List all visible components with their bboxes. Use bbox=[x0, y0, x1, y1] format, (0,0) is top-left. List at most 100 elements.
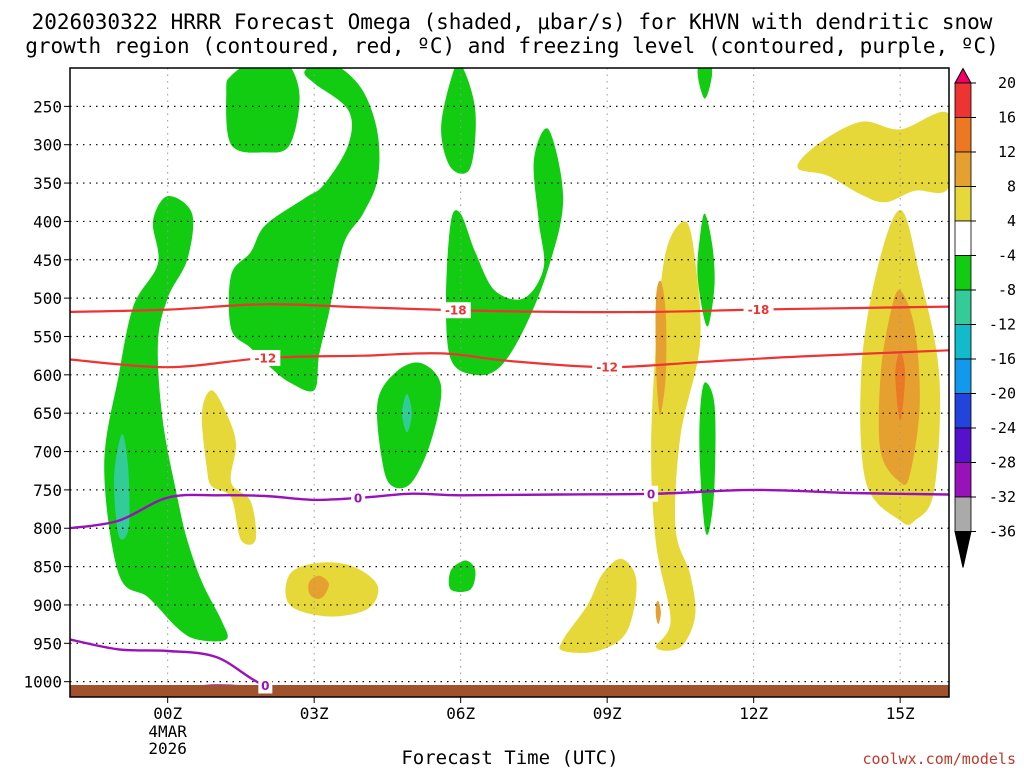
contour-label-bg-dgz_bottom-1 bbox=[592, 359, 623, 376]
chart-title-line-2: growth region (contoured, red, ºC) and f… bbox=[25, 34, 999, 58]
y-tick-label-1000: 1000 bbox=[23, 673, 62, 692]
y-tick-label-650: 650 bbox=[33, 404, 62, 423]
colorbar-label-13: -36 bbox=[989, 523, 1016, 541]
contour-label-freezing_upper-1: 0 bbox=[647, 487, 655, 501]
terrain-ground-band bbox=[70, 685, 949, 697]
x-tick-label-00Z: 00Z bbox=[153, 704, 182, 723]
colorbar-swatch-1 bbox=[954, 82, 972, 118]
contour-dgz_bottom bbox=[70, 349, 949, 369]
contour-label-dgz_top-0: -18 bbox=[445, 304, 467, 318]
omega-region-green-0 bbox=[104, 195, 228, 642]
y-tick-label-350: 350 bbox=[33, 174, 62, 193]
colorbar-label-9: -20 bbox=[989, 385, 1016, 403]
omega-colorbar: 20 16 12 8 4 -4 -8 -12 -16 -20 -24 -28 -32 -36 bbox=[954, 67, 1016, 568]
y-tick-label-450: 450 bbox=[33, 251, 62, 270]
colorbar-label-7: -12 bbox=[989, 316, 1016, 334]
colorbar-swatch-3 bbox=[954, 151, 972, 187]
colorbar-swatch-4 bbox=[954, 186, 972, 222]
omega-region-green-8 bbox=[448, 560, 476, 592]
contour-label-dgz_bottom-1: -12 bbox=[596, 361, 618, 375]
omega-region-gold-17 bbox=[655, 280, 667, 416]
y-tick-label-300: 300 bbox=[33, 136, 62, 155]
contour-label-bg-dgz_top-0 bbox=[440, 302, 471, 319]
y-tick-label-500: 500 bbox=[33, 289, 62, 308]
y-tick-label-850: 850 bbox=[33, 558, 62, 577]
omega-region-teal-7 bbox=[402, 394, 412, 433]
contour-labels: -18 -18 -12 -12 0 0 0 bbox=[250, 301, 774, 694]
y-tick-label-600: 600 bbox=[33, 366, 62, 385]
contour-label-bg-freezing_upper-1 bbox=[644, 485, 659, 502]
colorbar-label-6: -8 bbox=[998, 281, 1016, 299]
colorbar-swatch-10 bbox=[954, 393, 972, 429]
omega-region-green-11 bbox=[699, 382, 716, 535]
colorbar-label-5: -4 bbox=[998, 247, 1016, 265]
omega-shaded-regions bbox=[104, 68, 949, 653]
colorbar-label-12: -32 bbox=[989, 488, 1016, 506]
colorbar-label-2: 12 bbox=[998, 143, 1016, 161]
contour-label-freezing_lower-0: 0 bbox=[261, 679, 269, 693]
omega-region-green-5 bbox=[446, 128, 564, 376]
y-tick-label-400: 400 bbox=[33, 212, 62, 231]
omega-region-orange-21 bbox=[895, 351, 906, 421]
omega-region-yellow-13 bbox=[285, 562, 379, 617]
colorbar-swatch-7 bbox=[954, 289, 972, 325]
colorbar-label-11: -28 bbox=[989, 454, 1016, 472]
omega-region-gold-18 bbox=[655, 600, 661, 625]
omega-region-green-3 bbox=[226, 68, 300, 153]
colorbar-swatch-9 bbox=[954, 358, 972, 394]
y-tick-label-800: 800 bbox=[33, 519, 62, 538]
y-tick-label-950: 950 bbox=[33, 634, 62, 653]
colorbar-label-3: 8 bbox=[1007, 178, 1016, 196]
y-tick-label-750: 750 bbox=[33, 481, 62, 500]
colorbar-swatch-8 bbox=[954, 324, 972, 360]
x-tick-label-06Z: 06Z bbox=[446, 704, 475, 723]
colorbar-top-triangle bbox=[954, 67, 972, 84]
omega-region-yellow-12 bbox=[201, 390, 257, 545]
contour-dgz_top bbox=[70, 303, 949, 314]
colorbar-swatch-12 bbox=[954, 462, 972, 498]
colorbar-label-10: -24 bbox=[989, 419, 1016, 437]
colorbar-swatch-13 bbox=[954, 496, 972, 532]
omega-region-yellow-15 bbox=[559, 558, 637, 653]
y-tick-label-700: 700 bbox=[33, 443, 62, 462]
contour-freezing_upper bbox=[70, 488, 949, 530]
omega-region-green-2 bbox=[228, 68, 380, 392]
y-tick-label-250: 250 bbox=[33, 97, 62, 116]
x-tick-label-12Z: 12Z bbox=[739, 704, 768, 723]
contour-label-dgz_top-1: -18 bbox=[748, 303, 770, 317]
colorbar-label-0: 20 bbox=[998, 74, 1016, 92]
contour-label-bg-freezing_upper-0 bbox=[351, 489, 366, 506]
x-tick-sublabel-year: 2026 bbox=[148, 739, 187, 758]
contour-label-bg-dgz_top-1 bbox=[743, 301, 774, 318]
x-axis-label: Forecast Time (UTC) bbox=[401, 747, 618, 768]
plot-frame bbox=[69, 67, 950, 698]
omega-region-teal-1 bbox=[114, 434, 130, 540]
x-tick-label-09Z: 09Z bbox=[593, 704, 622, 723]
grid-lines bbox=[70, 68, 949, 697]
pressure-axis: 250 300 350 400 450 500 550 600 650 700 750 800 850 9… bbox=[23, 97, 70, 692]
colorbar-swatch-6 bbox=[954, 255, 972, 291]
colorbar-bottom-triangle bbox=[954, 531, 972, 568]
colorbar-label-1: 16 bbox=[998, 109, 1016, 127]
x-tick-label-15Z: 15Z bbox=[886, 704, 915, 723]
contour-label-dgz_bottom-0: -12 bbox=[254, 351, 276, 365]
omega-region-green-4 bbox=[441, 68, 476, 174]
colorbar-label-8: -16 bbox=[989, 350, 1016, 368]
credit-text: coolwx.com/models bbox=[862, 750, 1016, 768]
omega-region-green-9 bbox=[697, 68, 713, 99]
contour-label-bg-freezing_lower-0 bbox=[258, 677, 273, 694]
contour-label-bg-dgz_bottom-0 bbox=[250, 349, 281, 366]
omega-region-gold-14 bbox=[308, 575, 329, 599]
chart-title-line-1: 2026030322 HRRR Forecast Omega (shaded, … bbox=[32, 10, 993, 34]
colorbar-swatch-2 bbox=[954, 117, 972, 153]
x-tick-label-03Z: 03Z bbox=[300, 704, 329, 723]
colorbar-label-4: 4 bbox=[1007, 212, 1016, 230]
y-tick-label-900: 900 bbox=[33, 596, 62, 615]
y-tick-label-550: 550 bbox=[33, 327, 62, 346]
contour-label-freezing_upper-0: 0 bbox=[354, 491, 362, 505]
x-tick-sublabel-date: 4MAR bbox=[148, 722, 187, 741]
colorbar-swatch-11 bbox=[954, 427, 972, 463]
colorbar-swatch-5 bbox=[954, 220, 972, 256]
